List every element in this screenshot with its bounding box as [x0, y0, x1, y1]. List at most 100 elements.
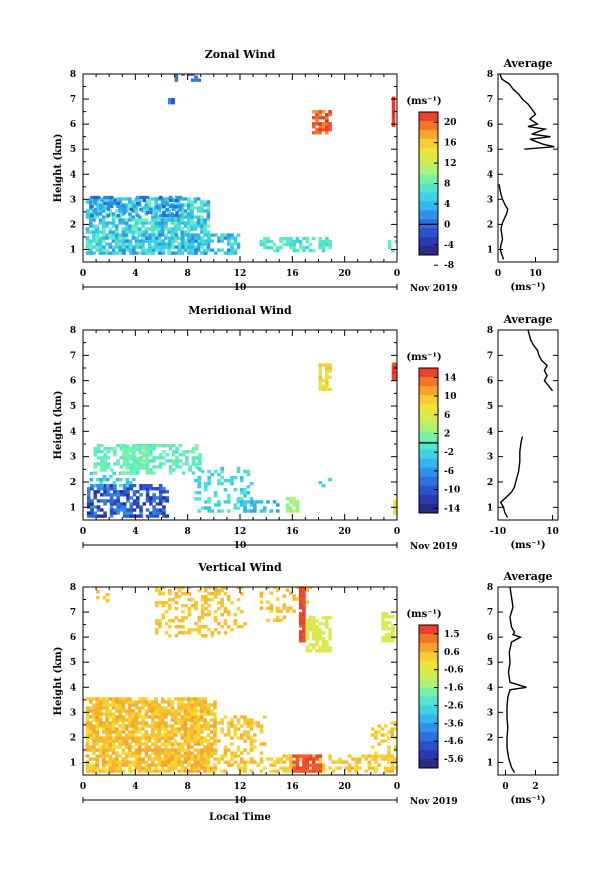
heatmap-cell — [128, 709, 132, 713]
heatmap-cell — [161, 604, 166, 608]
heatmap-cell — [162, 499, 166, 503]
heatmap-cell — [190, 209, 194, 213]
heatmap-cell — [177, 760, 181, 764]
heatmap-cell — [126, 508, 130, 512]
heatmap-cell — [262, 742, 267, 746]
heatmap-cell — [380, 754, 385, 758]
heatmap-cell — [158, 592, 162, 596]
heatmap-cell — [285, 769, 290, 773]
heatmap-cell — [92, 718, 96, 722]
heatmap-cell — [161, 245, 166, 249]
heatmap-cell — [180, 760, 185, 764]
heatmap-cell — [387, 239, 392, 244]
heatmap-cell — [187, 757, 191, 761]
heatmap-cell — [279, 760, 283, 764]
heatmap-cell — [249, 482, 254, 486]
heatmap-cell — [292, 245, 296, 250]
heatmap-cell — [109, 496, 114, 500]
heatmap-cell — [137, 730, 142, 734]
heatmap-cell — [180, 715, 185, 719]
heatmap-cell — [119, 493, 124, 497]
heatmap-cell — [249, 745, 254, 749]
heatmap-cell — [115, 733, 119, 737]
colorbar-segment — [419, 642, 438, 653]
heatmap-cell — [167, 754, 171, 758]
heatmap-cell — [391, 633, 395, 637]
heatmap-cell — [183, 730, 188, 734]
heatmap-cell — [230, 742, 234, 746]
heatmap-cell — [282, 236, 287, 241]
heatmap-cell — [226, 724, 231, 728]
colorbar-tick-label: -3.6 — [444, 719, 463, 729]
heatmap-cell — [111, 245, 116, 249]
heatmap-cell — [95, 224, 99, 228]
heatmap-cell — [187, 203, 191, 207]
heatmap-cell — [118, 763, 122, 767]
colorbar-segment — [419, 112, 438, 122]
heatmap-cell — [325, 616, 329, 620]
heatmap-cell — [141, 697, 145, 701]
heatmap-cell — [160, 736, 165, 740]
heatmap-cell — [315, 625, 319, 629]
heatmap-cell — [213, 742, 217, 746]
heatmap-cell — [183, 760, 188, 764]
heatmap-cell — [85, 248, 90, 252]
heatmap-cell — [190, 736, 194, 740]
heatmap-cell — [315, 640, 319, 644]
heatmap-cell — [295, 757, 300, 761]
heatmap-cell — [124, 209, 129, 213]
heatmap-cell — [124, 742, 129, 746]
heatmap-cell — [318, 236, 323, 241]
heatmap-cell — [387, 633, 392, 637]
heatmap-cell — [196, 769, 201, 773]
heatmap-cell — [200, 760, 204, 764]
heatmap-cell — [203, 724, 207, 728]
colorbar-segment — [419, 395, 438, 405]
heatmap-cell — [328, 634, 332, 638]
heatmap-cell — [180, 721, 185, 725]
heatmap-cell — [173, 718, 178, 722]
heatmap-cell — [233, 751, 238, 755]
heatmap-cell — [101, 748, 106, 752]
heatmap-cell — [193, 215, 198, 219]
heatmap-cell — [170, 703, 175, 707]
heatmap-cell — [154, 245, 159, 249]
heatmap-cell — [308, 643, 313, 647]
heatmap-cell — [152, 505, 156, 509]
heatmap-cell — [226, 730, 231, 734]
heatmap-cell — [198, 459, 202, 463]
heatmap-cell — [328, 649, 332, 653]
heatmap-cell — [305, 619, 309, 623]
heatmap-cell — [103, 447, 107, 451]
heatmap-cell — [311, 760, 316, 764]
heatmap-cell — [230, 751, 234, 755]
heatmap-cell — [98, 242, 103, 246]
heatmap-cell — [298, 606, 303, 610]
heatmap-cell — [105, 730, 109, 734]
heatmap-cell — [279, 618, 283, 622]
heatmap-cell — [167, 736, 171, 740]
heatmap-cell — [177, 757, 181, 761]
heatmap-cell — [164, 622, 169, 626]
heatmap-cell — [391, 120, 396, 124]
heatmap-cell — [95, 227, 99, 231]
heatmap-cell — [177, 242, 182, 246]
heatmap-cell — [92, 236, 96, 240]
heatmap-cell — [124, 218, 129, 222]
heatmap-cell — [149, 502, 153, 506]
heatmap-cell — [151, 703, 155, 707]
heatmap-cell — [200, 239, 204, 243]
heatmap-cell — [92, 724, 96, 728]
heatmap-cell — [187, 733, 191, 737]
heatmap-cell — [381, 624, 385, 628]
heatmap-cell — [118, 730, 122, 734]
heatmap-cell — [318, 384, 323, 389]
heatmap-cell — [194, 233, 198, 237]
heatmap-cell — [383, 739, 388, 743]
heatmap-cell — [113, 499, 117, 503]
heatmap-cell — [168, 604, 172, 608]
heatmap-cell — [318, 128, 323, 132]
heatmap-cell — [124, 697, 129, 701]
heatmap-cell — [167, 739, 171, 743]
